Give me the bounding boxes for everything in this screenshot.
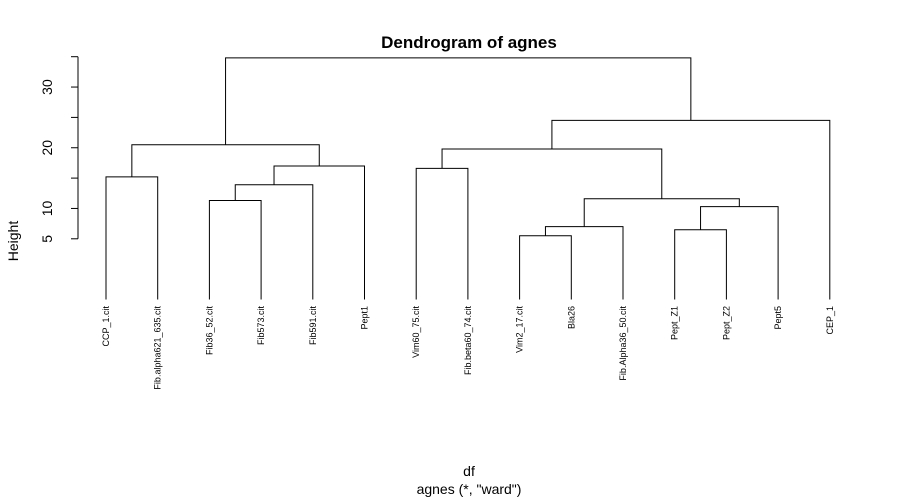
dendrogram-link [415, 167, 469, 300]
dendrogram-link [208, 200, 262, 300]
leaf-label: CCP_1.cit [101, 306, 111, 347]
dendrogram-link [674, 229, 727, 300]
leaf-label: Pept5 [773, 306, 783, 330]
x-axis-sublabel: agnes (*, "ward") [417, 481, 522, 497]
leaf-label: Pept_Z1 [670, 306, 680, 340]
y-tick-label: 10 [39, 200, 55, 216]
leaf-label: Fib.Alpha36_50.cit [618, 306, 628, 381]
dendrogram-tree [105, 57, 831, 300]
leaf-label: Vim60_75.cit [411, 306, 421, 358]
dendrogram-link [519, 235, 572, 300]
dendrogram-link [544, 226, 624, 300]
leaf-label: Fib36_52.cit [204, 306, 214, 356]
y-tick-label: 20 [39, 140, 55, 156]
leaf-label: Fib.alpha621_635.cit [153, 306, 163, 390]
x-axis-label: df [463, 463, 475, 479]
y-axis-label: Height [5, 221, 21, 262]
dendrogram-link [225, 57, 692, 145]
dendrogram-link [105, 176, 159, 300]
dendrogram-link [131, 144, 320, 177]
dendrogram-link [234, 184, 314, 300]
leaf-label: Bla26 [566, 306, 576, 329]
leaf-labels: CCP_1.cit Fib.alpha621_635.cit Fib36_52.ci… [101, 306, 835, 390]
y-tick-label: 30 [39, 79, 55, 95]
leaf-label: Fib573.cit [256, 306, 266, 346]
leaf-label: Fib.beta60_74.cit [463, 306, 473, 376]
dendrogram-link [551, 119, 831, 300]
leaf-label: Fib591.cit [308, 306, 318, 346]
leaf-label: Pept1 [360, 306, 370, 330]
dendrogram-link [441, 148, 663, 199]
dendrogram-link [700, 206, 779, 300]
leaf-label: Pept_Z2 [721, 306, 731, 340]
leaf-label: Vim2_17.cit [515, 306, 525, 353]
dendrogram-link [583, 198, 740, 227]
chart-title: Dendrogram of agnes [381, 33, 557, 52]
y-axis: 5 10 20 30 [39, 56, 79, 243]
dendrogram-link [273, 165, 365, 300]
y-tick-label: 5 [39, 235, 55, 243]
leaf-label: CEP_1 [825, 306, 835, 335]
